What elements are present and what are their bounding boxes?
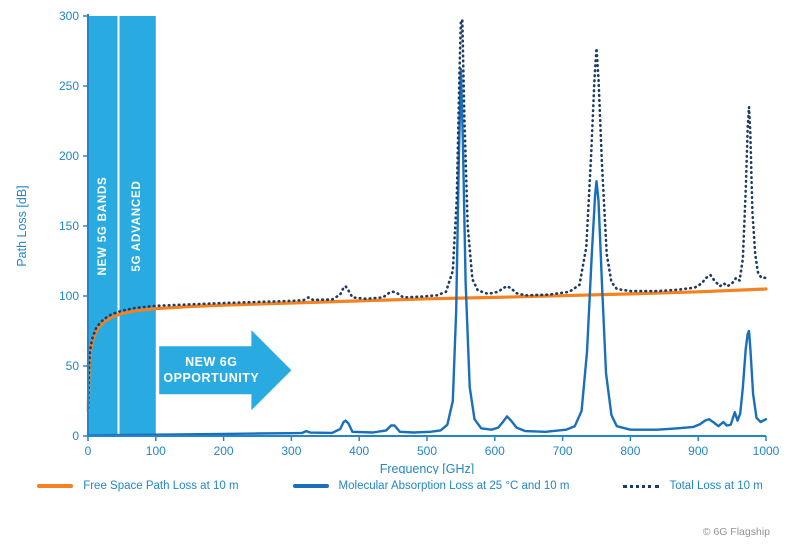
band-label: NEW 5G BANDS [97,176,109,275]
y-tick-label: 0 [72,429,79,443]
x-tick-label: 500 [417,444,437,458]
x-tick-label: 300 [281,444,301,458]
x-tick-label: 400 [349,444,369,458]
y-tick-label: 200 [59,149,79,163]
legend-item-molecular-absorption: Molecular Absorption Loss at 25 °C and 1… [292,480,570,492]
legend-swatch-dotted-line [623,484,660,488]
arrow-label-line1: NEW 6G [185,355,237,369]
y-tick-label: 100 [59,289,79,303]
y-tick-label: 300 [59,9,79,23]
series-1-line [86,68,768,437]
x-tick-label: 800 [620,444,640,458]
legend-label: Total Loss at 10 m [669,480,763,492]
x-axis-title: Frequency [GHz] [380,462,474,474]
band-label: 5G ADVANCED [131,180,143,271]
y-axis-title: Path Loss [dB] [15,185,29,266]
series-2-line [87,18,768,410]
y-tick-label: 50 [66,359,80,373]
x-tick-label: 100 [146,444,166,458]
x-tick-label: 1000 [753,444,780,458]
legend-swatch-orange-line [37,484,74,488]
copyright-note: © 6G Flagship [702,526,770,538]
arrow-label-line2: OPPORTUNITY [163,371,259,385]
path-loss-chart: NEW 5G BANDS 5G ADVANCED NEW 6G OPPORTUNITY… [15,9,780,474]
x-tick-label: 600 [485,444,505,458]
legend-item-total-loss: Total Loss at 10 m [623,480,763,492]
6g-opportunity-arrow [159,330,292,411]
legend-label: Free Space Path Loss at 10 m [83,480,239,492]
x-tick-label: 200 [214,444,234,458]
y-tick-label: 250 [59,79,79,93]
x-tick-label: 0 [85,444,92,458]
x-tick-label: 700 [553,444,573,458]
legend-item-free-space-path-loss: Free Space Path Loss at 10 m [37,480,239,492]
5g-band [88,16,156,436]
legend: Free Space Path Loss at 10 m Molecular A… [0,480,800,492]
legend-label: Molecular Absorption Loss at 25 °C and 1… [338,480,570,492]
legend-swatch-blue-line [292,484,329,488]
series-0-line [86,287,768,413]
y-tick-label: 150 [59,219,79,233]
x-tick-label: 900 [688,444,708,458]
